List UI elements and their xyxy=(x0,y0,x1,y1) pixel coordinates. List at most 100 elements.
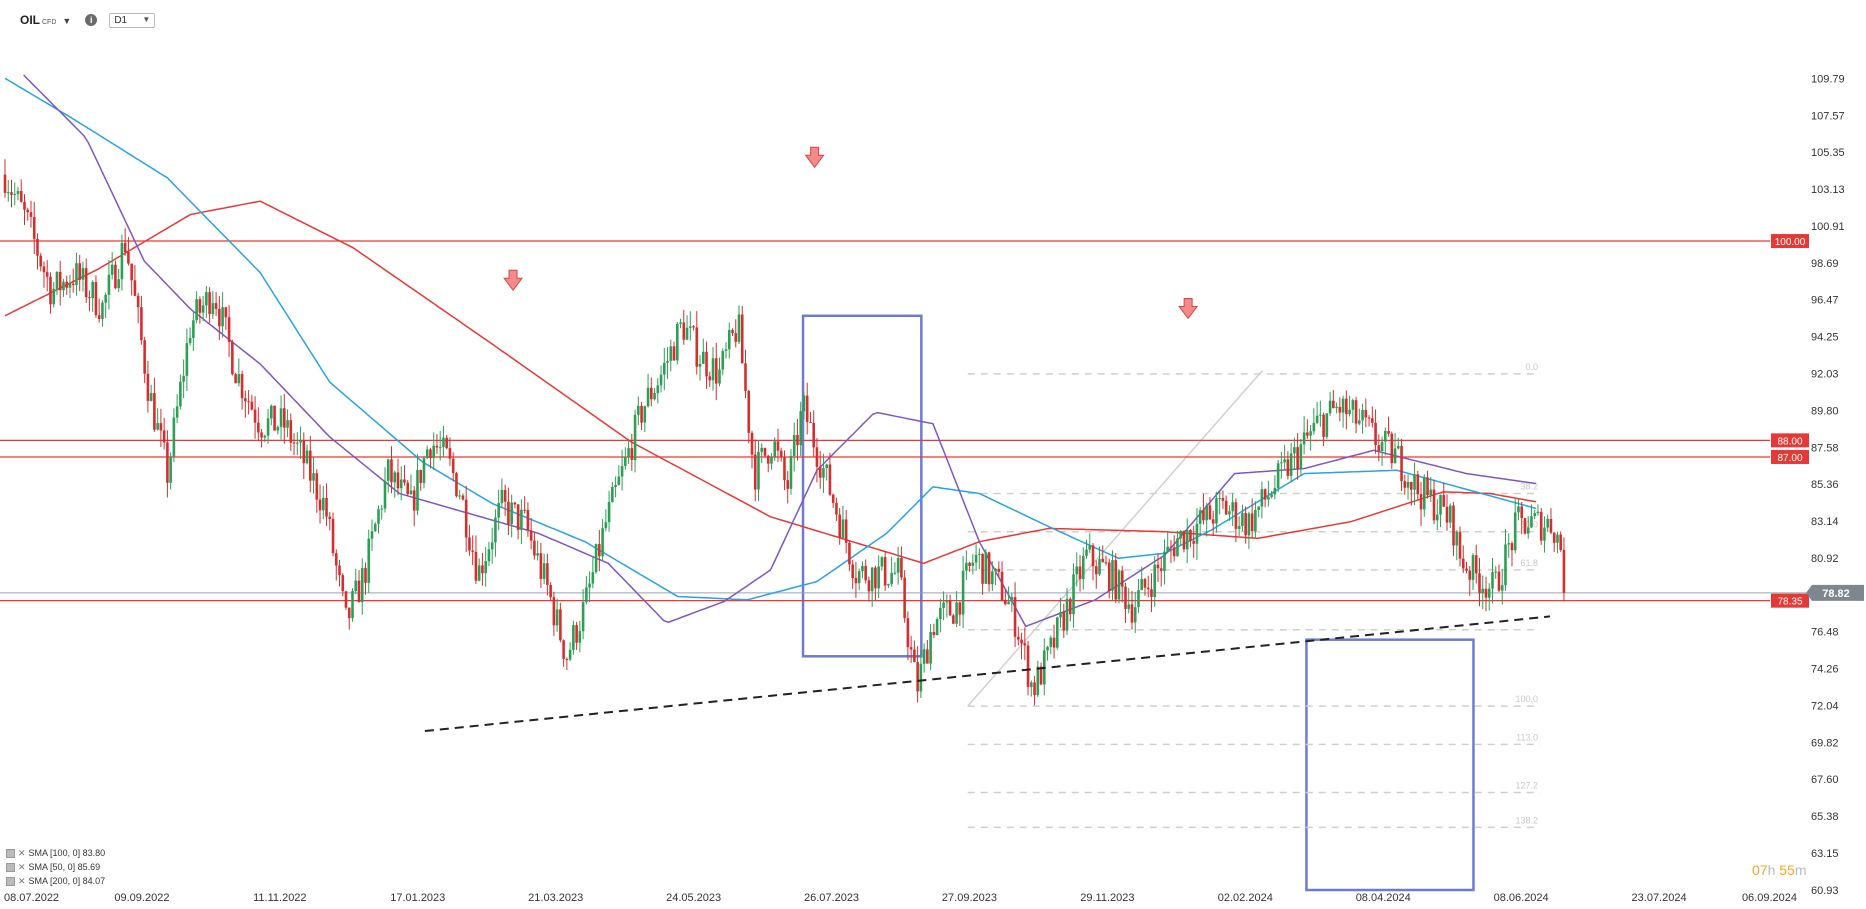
candle-body xyxy=(1533,513,1537,517)
candle-body xyxy=(432,445,436,458)
candle-body xyxy=(952,615,955,624)
candle-body xyxy=(1247,513,1251,536)
candle-body xyxy=(1094,566,1098,575)
candle-body xyxy=(867,580,871,592)
fib-level-label: 50.0 xyxy=(1520,520,1538,530)
candle-body xyxy=(916,662,919,692)
candle-body xyxy=(942,602,945,608)
candle-body xyxy=(792,434,796,456)
candle-body xyxy=(179,381,182,407)
candle-body xyxy=(146,373,150,401)
candle-body xyxy=(1510,543,1514,551)
candle-body xyxy=(1504,544,1507,586)
arrows-layer xyxy=(503,146,1199,320)
candle-body xyxy=(598,544,601,557)
candle-body xyxy=(370,531,374,539)
candle-body xyxy=(789,455,793,489)
candle-body xyxy=(383,480,387,509)
candle-body xyxy=(1556,534,1559,543)
symbol-selector[interactable]: OIL CFD ▼ xyxy=(20,13,71,27)
price-labels-layer: 100.00 88.00 87.00 78.35 78.82 xyxy=(1771,234,1864,608)
candle-body xyxy=(49,276,52,305)
y-tick-label: 72.04 xyxy=(1811,700,1839,712)
candle-body xyxy=(390,459,393,483)
candle-body xyxy=(153,393,156,430)
candle-body xyxy=(854,578,858,584)
indicator-settings-icon[interactable] xyxy=(6,862,15,872)
candle-body xyxy=(201,305,205,313)
indicator-settings-icon[interactable] xyxy=(6,876,15,886)
candle-body xyxy=(1523,518,1527,534)
y-tick-label: 96.47 xyxy=(1811,295,1839,307)
y-tick-label: 85.36 xyxy=(1811,479,1839,491)
candle-body xyxy=(835,502,838,515)
candle-body xyxy=(136,295,140,308)
candle-body xyxy=(740,314,744,364)
candle-body xyxy=(1497,571,1501,591)
candle-body xyxy=(1384,430,1387,442)
info-icon[interactable]: i xyxy=(85,14,98,26)
candle-body xyxy=(1263,489,1267,500)
legend-item[interactable]: ✕ SMA [200, 0] 84.07 xyxy=(6,874,105,888)
candle-body xyxy=(127,251,130,264)
candle-body xyxy=(23,201,26,210)
candle-body xyxy=(1491,572,1494,589)
candle-body xyxy=(1452,505,1455,546)
candle-body xyxy=(1250,513,1254,532)
candle-body xyxy=(1393,448,1397,464)
candle-body xyxy=(133,280,137,296)
legend-item[interactable]: ✕ SMA [50, 0] 85.69 xyxy=(6,860,105,874)
candle-body xyxy=(627,448,630,457)
candle-body xyxy=(211,303,215,315)
candle-body xyxy=(1198,510,1202,524)
candle-body xyxy=(409,490,413,495)
candle-body xyxy=(403,479,406,483)
timer-hours: 07 xyxy=(1752,862,1768,878)
candle-body xyxy=(994,568,997,572)
candle-body xyxy=(305,450,309,464)
candle-body xyxy=(880,557,884,567)
candle-body xyxy=(1387,430,1390,434)
y-tick-label: 60.93 xyxy=(1811,885,1839,897)
candle-body xyxy=(1500,585,1504,591)
candle-body xyxy=(68,283,72,288)
candle-body xyxy=(62,281,65,291)
candle-body xyxy=(926,649,929,664)
level-price-label: 88.00 xyxy=(1777,436,1802,447)
candle-body xyxy=(536,553,539,556)
candle-body xyxy=(172,417,176,457)
candle-body xyxy=(1406,481,1410,488)
candle-body xyxy=(484,561,487,574)
candle-body xyxy=(744,363,747,391)
candle-body xyxy=(734,333,738,342)
candle-body xyxy=(273,405,276,431)
candle-body xyxy=(1458,531,1462,559)
candle-body xyxy=(1146,587,1150,590)
candle-body xyxy=(779,450,783,457)
candle-body xyxy=(646,387,650,407)
candle-body xyxy=(1254,509,1257,532)
candle-body xyxy=(296,442,299,444)
candle-body xyxy=(1088,545,1092,550)
candle-body xyxy=(932,632,936,636)
candle-body xyxy=(526,510,530,531)
candle-body xyxy=(1169,546,1173,548)
candle-body xyxy=(909,647,913,650)
candle-body xyxy=(581,602,585,632)
timeframe-select[interactable]: D1 ▼ xyxy=(109,12,156,28)
close-icon[interactable]: ✕ xyxy=(18,876,26,886)
close-icon[interactable]: ✕ xyxy=(18,848,26,858)
legend-item[interactable]: ✕ SMA [100, 0] 83.80 xyxy=(6,846,105,860)
indicator-settings-icon[interactable] xyxy=(6,848,15,858)
candle-body xyxy=(1221,498,1225,501)
chevron-down-icon[interactable]: ▼ xyxy=(62,16,72,26)
y-tick-label: 65.38 xyxy=(1811,811,1839,823)
candle-body xyxy=(97,315,101,320)
y-tick-label: 89.80 xyxy=(1811,405,1839,417)
y-tick-label: 92.03 xyxy=(1811,368,1839,380)
candle-body xyxy=(257,422,260,433)
candle-body xyxy=(448,448,452,459)
close-icon[interactable]: ✕ xyxy=(18,862,26,872)
candle-body xyxy=(1325,413,1329,437)
